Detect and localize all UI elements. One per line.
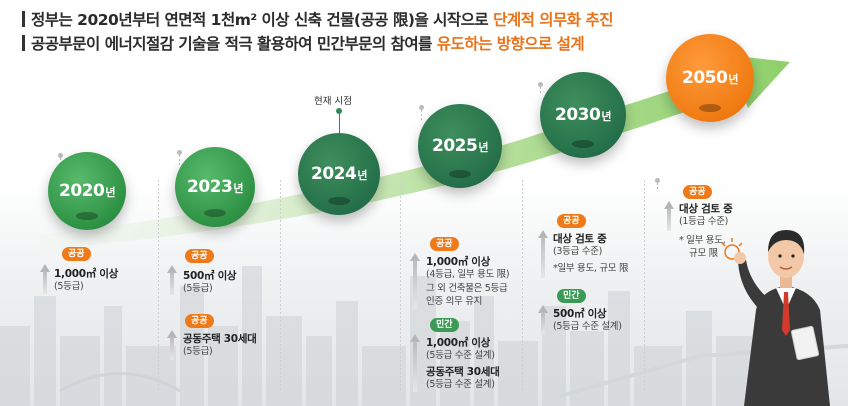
up-arrow-icon (538, 230, 548, 278)
milestone-2023: 2023년 (175, 147, 255, 227)
milestone-base (572, 140, 594, 148)
heading-line-2-highlight: 유도하는 방향으로 설계 (436, 35, 585, 53)
year-suffix: 년 (728, 73, 738, 86)
milestone-base (328, 197, 350, 205)
stem-dot (177, 150, 182, 155)
detail-2023-line4: (5등급) (183, 346, 213, 357)
up-arrow-icon (40, 264, 50, 294)
up-arrow-icon (664, 201, 674, 231)
detail-2025-line6: (5등급 수준 설계) (426, 350, 495, 361)
heading-line-2: 공공부문이 에너지절감 기술을 적극 활용하여 민간부문의 참여를 유도하는 방… (22, 32, 722, 56)
milestone-2030: 2030년 (540, 72, 626, 158)
heading-line-1: 정부는 2020년부터 연면적 1천m² 이상 신축 건물(공공 限)을 시작으… (22, 8, 722, 32)
column-separator (400, 180, 401, 390)
businessman-illustration (721, 230, 830, 406)
detail-2030-line3: *일부 용도, 규모 限 (553, 263, 629, 274)
milestone-year: 2020 (59, 181, 105, 201)
detail-2050-line4: 규모 限 (689, 248, 718, 259)
milestone-year: 2050 (682, 68, 728, 88)
year-suffix: 년 (105, 186, 115, 199)
up-arrow-icon (167, 330, 177, 360)
detail-2025-line3: 그 외 건축물은 5등급 (426, 283, 508, 294)
milestone-year: 2030 (555, 105, 601, 125)
current-point-label: 현재 시점 (314, 96, 352, 107)
stem-line (540, 87, 541, 95)
milestone-base (204, 209, 226, 217)
column-separator (280, 180, 281, 390)
detail-2030-line5: (5등급 수준 설계) (553, 321, 622, 332)
heading-bar (22, 11, 25, 27)
public-badge: 공공 (185, 249, 214, 263)
milestone-2025: 2025년 (418, 104, 502, 188)
public-badge: 공공 (62, 247, 91, 261)
stem-dot (655, 178, 660, 183)
detail-2025-line7: 공동주택 30세대 (426, 366, 500, 378)
milestone-base (699, 104, 721, 112)
detail-2025-line1: 1,000㎡ 이상 (426, 256, 490, 268)
year-suffix: 년 (357, 169, 367, 182)
detail-2025-line2: (4등급, 일부 용도 限) (426, 269, 510, 280)
detail-2023-line3: 공동주택 30세대 (183, 333, 257, 345)
stem-line (657, 183, 658, 191)
public-badge: 공공 (430, 237, 459, 251)
column-separator (644, 180, 645, 390)
detail-2030-line1: 대상 검토 중 (553, 233, 607, 245)
private-badge: 민간 (557, 289, 586, 303)
year-suffix: 년 (233, 182, 243, 195)
milestone-2020: 2020년 (48, 152, 126, 230)
heading-bar (22, 35, 25, 51)
detail-2025-line4: 인증 의무 유지 (426, 296, 483, 307)
heading-line-1-text: 정부는 2020년부터 연면적 1천m² 이상 신축 건물(공공 限)을 시작으… (31, 11, 494, 29)
heading: 정부는 2020년부터 연면적 1천m² 이상 신축 건물(공공 限)을 시작으… (22, 8, 722, 56)
detail-2050-line1: 대상 검토 중 (679, 203, 733, 215)
detail-2023-line2: (5등급) (183, 283, 213, 294)
detail-2020-line1: 1,000㎡ 이상 (54, 268, 118, 280)
public-badge: 공공 (557, 214, 586, 228)
heading-line-1-highlight: 단계적 의무화 추진 (493, 11, 613, 29)
column-separator (522, 180, 523, 390)
stem-dot (538, 82, 543, 87)
milestone-year: 2024 (311, 164, 357, 184)
current-point-line (338, 114, 340, 134)
heading-line-2-text: 공공부문이 에너지절감 기술을 적극 활용하여 민간부문의 참여를 (31, 35, 437, 53)
detail-2025-line8: (5등급 수준 설계) (426, 379, 495, 390)
public-badge: 공공 (683, 185, 712, 199)
milestone-2050: 2050년 (666, 34, 754, 122)
stem-dot (58, 153, 63, 158)
private-badge: 민간 (430, 318, 459, 332)
year-suffix: 년 (601, 110, 611, 123)
current-point-dot (336, 108, 342, 114)
stem-dot (419, 105, 424, 110)
up-arrow-icon (410, 334, 420, 392)
detail-2025-line5: 1,000㎡ 이상 (426, 337, 490, 349)
city-skyline-background (0, 266, 848, 406)
detail-2030-line4: 500㎡ 이상 (553, 308, 607, 320)
detail-2050-line2: (1등급 수준) (679, 216, 729, 227)
up-arrow-icon (167, 265, 177, 295)
milestone-base (449, 170, 471, 178)
detail-2050-line3: * 일부 용도, (679, 235, 726, 246)
up-arrow-icon (410, 253, 420, 309)
milestone-base (76, 212, 98, 220)
stem-line (421, 110, 422, 120)
up-arrow-icon (538, 305, 548, 335)
milestone-year: 2025 (432, 136, 478, 156)
detail-2020-line2: (5등급) (54, 281, 84, 292)
stem-line (179, 155, 180, 167)
milestone-2024: 2024년 (298, 133, 380, 215)
milestone-year: 2023 (187, 177, 233, 197)
column-separator (158, 180, 159, 390)
year-suffix: 년 (478, 141, 488, 154)
public-badge: 공공 (185, 314, 214, 328)
detail-2030-line2: (3등급 수준) (553, 246, 603, 257)
detail-2023-line1: 500㎡ 이상 (183, 270, 237, 282)
